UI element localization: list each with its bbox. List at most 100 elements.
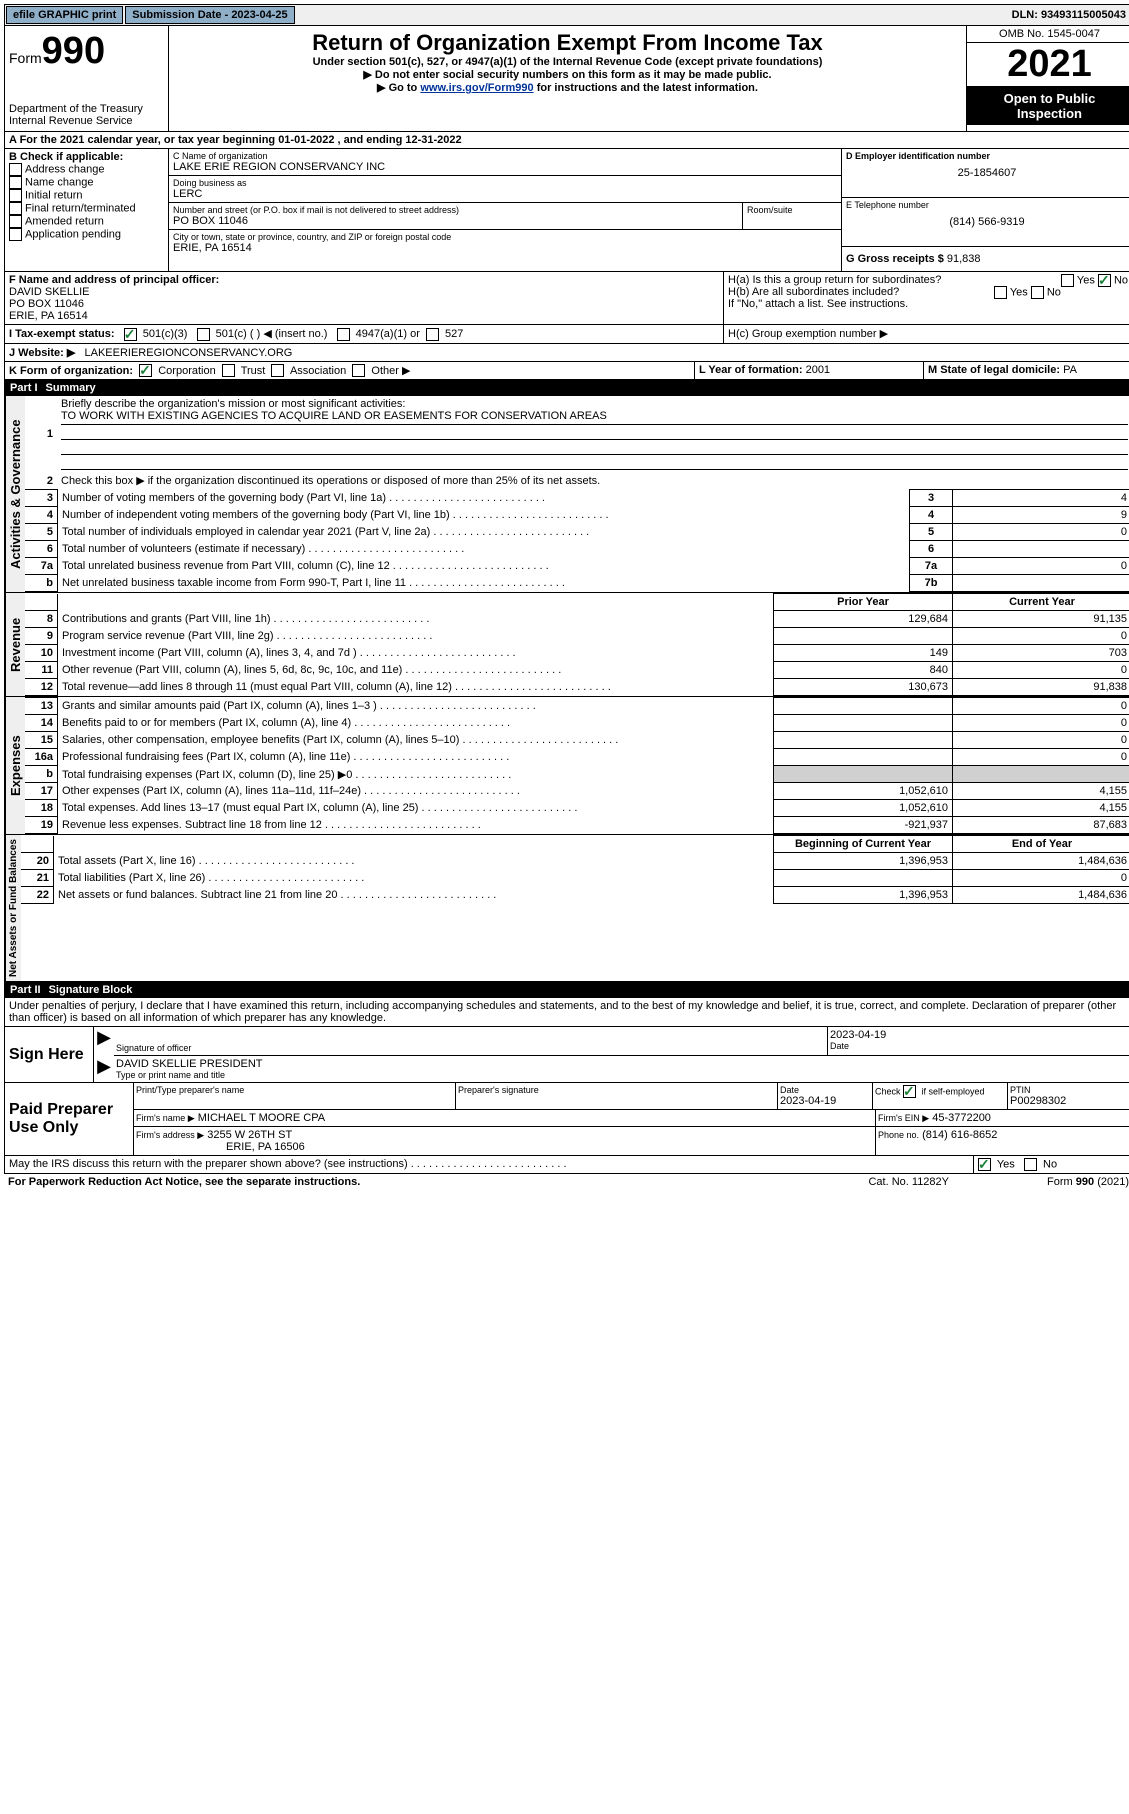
sign-here-block: Sign Here ▶ Signature of officer 2023-04… xyxy=(4,1027,1129,1083)
table-row: 7a Total unrelated business revenue from… xyxy=(25,558,1129,575)
omb-label: OMB No. 1545-0047 xyxy=(967,26,1129,43)
part1-netassets: Net Assets or Fund Balances Beginning of… xyxy=(4,835,1129,982)
pt-sig-label: Preparer's signature xyxy=(458,1085,775,1095)
year-formation: 2001 xyxy=(806,364,830,376)
tax-exempt-row: I Tax-exempt status: 501(c)(3) 501(c) ( … xyxy=(4,325,1129,344)
box-c-name-label: C Name of organization xyxy=(173,151,837,161)
org-address: PO BOX 11046 xyxy=(173,215,738,227)
website-row: J Website: ▶ LAKEERIEREGIONCONSERVANCY.O… xyxy=(4,344,1129,362)
chk-association[interactable] xyxy=(271,364,284,377)
table-row: Beginning of Current Year End of Year xyxy=(21,836,1129,853)
mission-text: TO WORK WITH EXISTING AGENCIES TO ACQUIR… xyxy=(61,410,1128,425)
paid-preparer-label: Paid Preparer Use Only xyxy=(5,1083,134,1155)
firm-addr2: ERIE, PA 16506 xyxy=(226,1141,305,1153)
pt-date-label: Date xyxy=(780,1085,870,1095)
form-subtitle-1: Under section 501(c), 527, or 4947(a)(1)… xyxy=(173,56,962,68)
chk-501c[interactable] xyxy=(197,328,210,341)
chk-amended-return[interactable]: Amended return xyxy=(9,215,164,228)
part1-revenue: Revenue Prior Year Current Year8 Contrib… xyxy=(4,593,1129,697)
box-f-label: F Name and address of principal officer: xyxy=(9,274,219,286)
form-subtitle-2: ▶ Do not enter social security numbers o… xyxy=(173,68,962,81)
footer-left: For Paperwork Reduction Act Notice, see … xyxy=(8,1176,868,1188)
chk-4947[interactable] xyxy=(337,328,350,341)
box-hb-note: If "No," attach a list. See instructions… xyxy=(728,298,1128,310)
table-row: 5 Total number of individuals employed i… xyxy=(25,524,1129,541)
table-row: b Total fundraising expenses (Part IX, c… xyxy=(25,766,1129,783)
chk-corporation[interactable] xyxy=(139,364,152,377)
state-domicile: PA xyxy=(1063,364,1077,376)
officer-block: F Name and address of principal officer:… xyxy=(4,272,1129,325)
dept-label: Department of the Treasury xyxy=(9,103,164,115)
dba-value: LERC xyxy=(173,188,837,200)
pt-date: 2023-04-19 xyxy=(780,1095,870,1107)
table-row: 22 Net assets or fund balances. Subtract… xyxy=(21,887,1129,904)
table-row: 19 Revenue less expenses. Subtract line … xyxy=(25,817,1129,834)
ptin-label: PTIN xyxy=(1010,1085,1129,1095)
chk-initial-return[interactable]: Initial return xyxy=(9,189,164,202)
pt-name-label: Print/Type preparer's name xyxy=(136,1085,453,1095)
chk-name-change[interactable]: Name change xyxy=(9,176,164,189)
chk-address-change[interactable]: Address change xyxy=(9,163,164,176)
website-value: LAKEERIEREGIONCONSERVANCY.ORG xyxy=(85,347,293,359)
table-row: 11 Other revenue (Part VIII, column (A),… xyxy=(25,662,1129,679)
box-hb: H(b) Are all subordinates included? Yes … xyxy=(728,286,1128,298)
discuss-row: May the IRS discuss this return with the… xyxy=(4,1156,1129,1174)
chk-discuss-no[interactable] xyxy=(1024,1158,1037,1171)
table-row: 12 Total revenue—add lines 8 through 11 … xyxy=(25,679,1129,696)
sign-here-label: Sign Here xyxy=(5,1027,94,1082)
part2-header: Part II Signature Block xyxy=(4,982,1129,998)
chk-501c3[interactable] xyxy=(124,328,137,341)
part1-header: Part I Summary xyxy=(4,380,1129,396)
part1-expenses: Expenses 13 Grants and similar amounts p… xyxy=(4,697,1129,835)
line2-text: Check this box ▶ if the organization dis… xyxy=(57,472,1129,489)
org-city: ERIE, PA 16514 xyxy=(173,242,837,254)
irs-link[interactable]: www.irs.gov/Form990 xyxy=(420,82,533,94)
chk-trust[interactable] xyxy=(222,364,235,377)
footer-right: Form 990 (2021) xyxy=(949,1176,1129,1188)
phone-value: (814) 566-9319 xyxy=(846,216,1128,228)
chk-self-employed[interactable] xyxy=(903,1085,916,1098)
table-row: 13 Grants and similar amounts paid (Part… xyxy=(25,698,1129,715)
sig-date: 2023-04-19 xyxy=(830,1029,1129,1041)
form-header: Form990 Department of the Treasury Inter… xyxy=(4,26,1129,132)
declaration-text: Under penalties of perjury, I declare th… xyxy=(4,998,1129,1027)
city-label: City or town, state or province, country… xyxy=(173,232,837,242)
vlabel-netassets: Net Assets or Fund Balances xyxy=(5,835,21,981)
chk-527[interactable] xyxy=(426,328,439,341)
chk-discuss-yes[interactable] xyxy=(978,1158,991,1171)
ptin-value: P00298302 xyxy=(1010,1095,1129,1107)
ein-value: 25-1854607 xyxy=(846,167,1128,179)
gross-receipts: 91,838 xyxy=(947,253,981,265)
efile-button[interactable]: efile GRAPHIC print xyxy=(6,6,123,24)
firm-phone: (814) 616-8652 xyxy=(922,1129,997,1141)
chk-final-return[interactable]: Final return/terminated xyxy=(9,202,164,215)
vlabel-governance: Activities & Governance xyxy=(5,396,25,592)
officer-addr1: PO BOX 11046 xyxy=(9,298,84,310)
form-number: Form990 xyxy=(9,30,164,73)
officer-addr2: ERIE, PA 16514 xyxy=(9,310,88,322)
table-row: 8 Contributions and grants (Part VIII, l… xyxy=(25,611,1129,628)
table-row: 3 Number of voting members of the govern… xyxy=(25,490,1129,507)
period-row: A For the 2021 calendar year, or tax yea… xyxy=(5,132,1129,148)
name-title-label: Type or print name and title xyxy=(116,1070,1129,1080)
vlabel-expenses: Expenses xyxy=(5,697,25,834)
klm-row: K Form of organization: Corporation Trus… xyxy=(4,362,1129,381)
dln-label: DLN: 93493115005043 xyxy=(1006,7,1129,23)
date-label: Date xyxy=(830,1041,1129,1051)
form-title: Return of Organization Exempt From Incom… xyxy=(173,30,962,56)
table-row: 18 Total expenses. Add lines 13–17 (must… xyxy=(25,800,1129,817)
room-label: Room/suite xyxy=(747,205,837,215)
identity-block: B Check if applicable: Address change Na… xyxy=(4,149,1129,272)
addr-label: Number and street (or P.O. box if mail i… xyxy=(173,205,738,215)
line1-label: Briefly describe the organization's miss… xyxy=(61,398,405,410)
chk-application-pending[interactable]: Application pending xyxy=(9,228,164,241)
top-bar: efile GRAPHIC print Submission Date - 20… xyxy=(4,4,1129,26)
submission-date-button[interactable]: Submission Date - 2023-04-25 xyxy=(125,6,294,24)
table-row: 6 Total number of volunteers (estimate i… xyxy=(25,541,1129,558)
irs-label: Internal Revenue Service xyxy=(9,115,164,127)
table-row: 14 Benefits paid to or for members (Part… xyxy=(25,715,1129,732)
table-row: 9 Program service revenue (Part VIII, li… xyxy=(25,628,1129,645)
chk-other[interactable] xyxy=(352,364,365,377)
table-row: 16a Professional fundraising fees (Part … xyxy=(25,749,1129,766)
firm-name: MICHAEL T MOORE CPA xyxy=(198,1112,325,1124)
